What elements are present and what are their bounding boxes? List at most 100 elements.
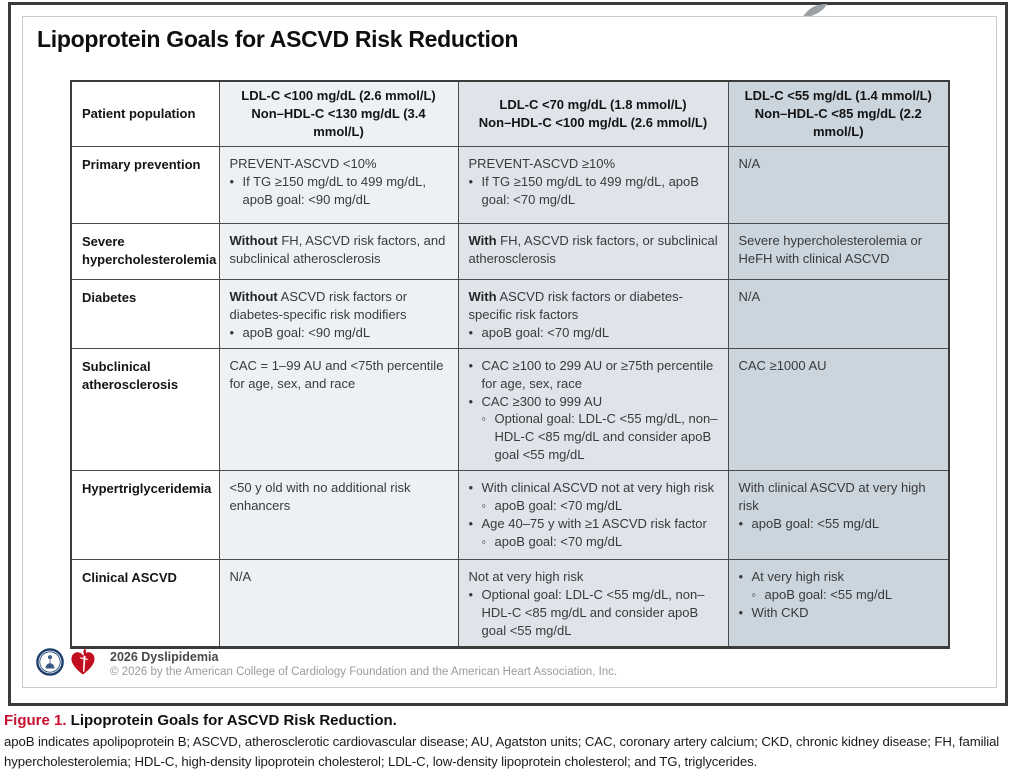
cell-text: Without ASCVD risk factors or diabetes-s… [229,288,408,322]
cell-text: apoB goal: <90 mg/dL [242,324,371,340]
bullet-marker: ◦ [481,498,487,514]
cell-line: • With clinical ASCVD not at very high ri… [469,479,720,497]
bullet-marker: • [229,173,235,189]
cell-text: Severe hypercholesterolemia or HeFH with… [738,232,923,266]
cell-clinical-ascvd-col3: • At very high risk ◦ apoB goal: <55 mg/dL •… [727,559,950,648]
bullet-marker: ◦ [751,587,757,603]
bullet-marker: • [468,587,474,603]
cell-text: CAC = 1–99 AU and <75th percentile for a… [229,357,444,391]
cell-line: N/A [230,568,450,586]
cell-text: With ASCVD risk factors or diabetes-spec… [468,288,683,322]
cell-subclinical-atherosclerosis-col3: CAC ≥1000 AU [727,347,950,472]
cell-text: N/A [738,155,761,171]
cell-line: • Age 40–75 y with ≥1 ASCVD risk factor [469,515,720,533]
cell-text: N/A [229,569,252,585]
footer-program: 2026 Dyslipidemia [110,649,219,664]
cell-text: With clinical ASCVD not at very high ris… [481,480,715,496]
cell-line: • With CKD [739,604,941,622]
row-header: Clinical ASCVD [70,559,220,648]
table-row-diabetes: Diabetes Without ASCVD risk factors or di… [70,278,950,349]
cell-text: At very high risk [751,569,844,585]
cell-line: PREVENT-ASCVD <10% [230,155,450,173]
cell-line: Without ASCVD risk factors or diabetes-s… [230,288,450,324]
cell-subclinical-atherosclerosis-col1: CAC = 1–99 AU and <75th percentile for a… [218,347,459,472]
cell-diabetes-col3: N/A [727,278,950,349]
table-row-subclinical-atherosclerosis: Subclinical atherosclerosis CAC = 1–99 AU… [70,347,950,472]
goals-table-body: Primary prevention PREVENT-ASCVD <10% • If … [70,145,950,648]
cell-text: CAC ≥300 to 999 AU [481,393,603,409]
cell-hypertriglyceridemia-col1: <50 y old with no additional risk enhanc… [218,470,459,561]
cell-clinical-ascvd-col1: N/A [218,559,459,648]
bullet-marker: • [468,516,474,532]
cell-text: Optional goal: LDL-C <55 mg/dL, non–HDL-… [481,587,705,639]
cell-text: Without FH, ASCVD risk factors, and subc… [229,232,446,266]
cell-line: PREVENT-ASCVD ≥10% [469,155,720,173]
table-row-severe-hypercholesterolemia: Severe hypercholesterolemia Without FH, A… [70,222,950,280]
bullet-marker: • [738,605,744,621]
cell-line: Not at very high risk [469,568,720,586]
cell-text: apoB goal: <55 mg/dL [751,516,880,532]
column-header-line: Non–HDL-C <100 mg/dL (2.6 mmol/L) [478,114,708,130]
cell-text: N/A [738,288,761,304]
table-row-hypertriglyceridemia: Hypertriglyceridemia <50 y old with no ad… [70,470,950,561]
cell-text: If TG ≥150 mg/dL to 499 mg/dL, apoB goal… [481,173,699,207]
bullet-marker: • [229,324,235,340]
aha-logo-icon [68,648,98,681]
cell-text: apoB goal: <70 mg/dL [494,534,623,550]
cell-line: ◦ apoB goal: <70 mg/dL [482,497,720,515]
cell-text: PREVENT-ASCVD <10% [229,155,377,171]
cell-line: With ASCVD risk factors or diabetes-spec… [469,288,720,324]
caption-heading: Figure 1. Lipoprotein Goals for ASCVD Ri… [4,712,1014,729]
column-header-line: LDL-C <100 mg/dL (2.6 mmol/L) [241,88,436,103]
corner-header: Patient population [70,80,220,147]
bullet-marker: ◦ [481,534,487,550]
figure-caption: Figure 1. Lipoprotein Goals for ASCVD Ri… [4,712,1014,772]
header-row: Patient population LDL-C <100 mg/dL (2.6… [70,80,950,147]
cell-text: If TG ≥150 mg/dL to 499 mg/dL, apoB goal… [242,173,426,207]
cell-line: ◦ Optional goal: LDL-C <55 mg/dL, non–HDL… [482,410,720,464]
cell-line: Severe hypercholesterolemia or HeFH with… [739,232,941,268]
footer-logos [36,648,98,681]
cell-line: • If TG ≥150 mg/dL to 499 mg/dL, apoB goa… [230,173,450,209]
cell-text: With FH, ASCVD risk factors, or subclini… [468,232,718,266]
footer-text: 2026 Dyslipidemia © 2026 by the American… [110,650,617,680]
cell-line: ◦ apoB goal: <70 mg/dL [482,533,720,551]
bullet-marker: • [468,480,474,496]
column-header-line: Non–HDL-C <85 mg/dL (2.2 mmol/L) [754,105,922,139]
cell-text: Optional goal: LDL-C <55 mg/dL, non–HDL-… [494,411,718,463]
cell-line: Without FH, ASCVD risk factors, and subc… [230,232,450,268]
cell-text: <50 y old with no additional risk enhanc… [229,480,411,514]
cell-hypertriglyceridemia-col2: • With clinical ASCVD not at very high ri… [457,470,729,561]
cell-text: apoB goal: <70 mg/dL [494,498,623,514]
cell-severe-hypercholesterolemia-col1: Without FH, ASCVD risk factors, and subc… [218,222,459,280]
cell-subclinical-atherosclerosis-col2: • CAC ≥100 to 299 AU or ≥75th percentile … [457,347,729,472]
cell-diabetes-col1: Without ASCVD risk factors or diabetes-s… [218,278,459,349]
cell-primary-prevention-col2: PREVENT-ASCVD ≥10% • If TG ≥150 mg/dL to 4… [457,145,729,224]
cell-hypertriglyceridemia-col3: With clinical ASCVD at very high risk • ap… [727,470,950,561]
row-header: Severe hypercholesterolemia [70,222,220,280]
cell-line: • apoB goal: <70 mg/dL [469,324,720,342]
cell-text: CAC ≥1000 AU [738,357,827,373]
bullet-marker: • [738,516,744,532]
footer-copyright: © 2026 by the American College of Cardio… [110,666,618,679]
table-row-clinical-ascvd: Clinical ASCVD N/A Not at very high risk • O… [70,559,950,648]
cell-line: • apoB goal: <90 mg/dL [230,324,450,342]
cell-severe-hypercholesterolemia-col3: Severe hypercholesterolemia or HeFH with… [727,222,950,280]
row-header: Hypertriglyceridemia [70,470,220,561]
cell-primary-prevention-col1: PREVENT-ASCVD <10% • If TG ≥150 mg/dL to 4… [218,145,459,224]
cell-text: Age 40–75 y with ≥1 ASCVD risk factor [481,516,707,532]
figure-title: Lipoprotein Goals for ASCVD Risk Reducti… [37,26,519,52]
column-header-ldl70: LDL-C <70 mg/dL (1.8 mmol/L) Non–HDL-C <… [457,80,729,147]
cell-primary-prevention-col3: N/A [727,145,950,224]
column-header-line: LDL-C <55 mg/dL (1.4 mmol/L) [744,88,932,103]
column-header-ldl55: LDL-C <55 mg/dL (1.4 mmol/L) Non–HDL-C <… [727,80,950,147]
cell-line: • CAC ≥100 to 299 AU or ≥75th percentile … [469,357,720,393]
bullet-marker: • [468,393,474,409]
figure-card: Lipoprotein Goals for ASCVD Risk Reducti… [22,16,997,688]
column-header-ldl100: LDL-C <100 mg/dL (2.6 mmol/L) Non–HDL-C … [218,80,459,147]
cell-line: • At very high risk [739,568,941,586]
bullet-marker: • [738,569,744,585]
table-row-primary-prevention: Primary prevention PREVENT-ASCVD <10% • If … [70,145,950,224]
cell-line: CAC ≥1000 AU [739,357,941,375]
bullet-marker: • [468,357,474,373]
